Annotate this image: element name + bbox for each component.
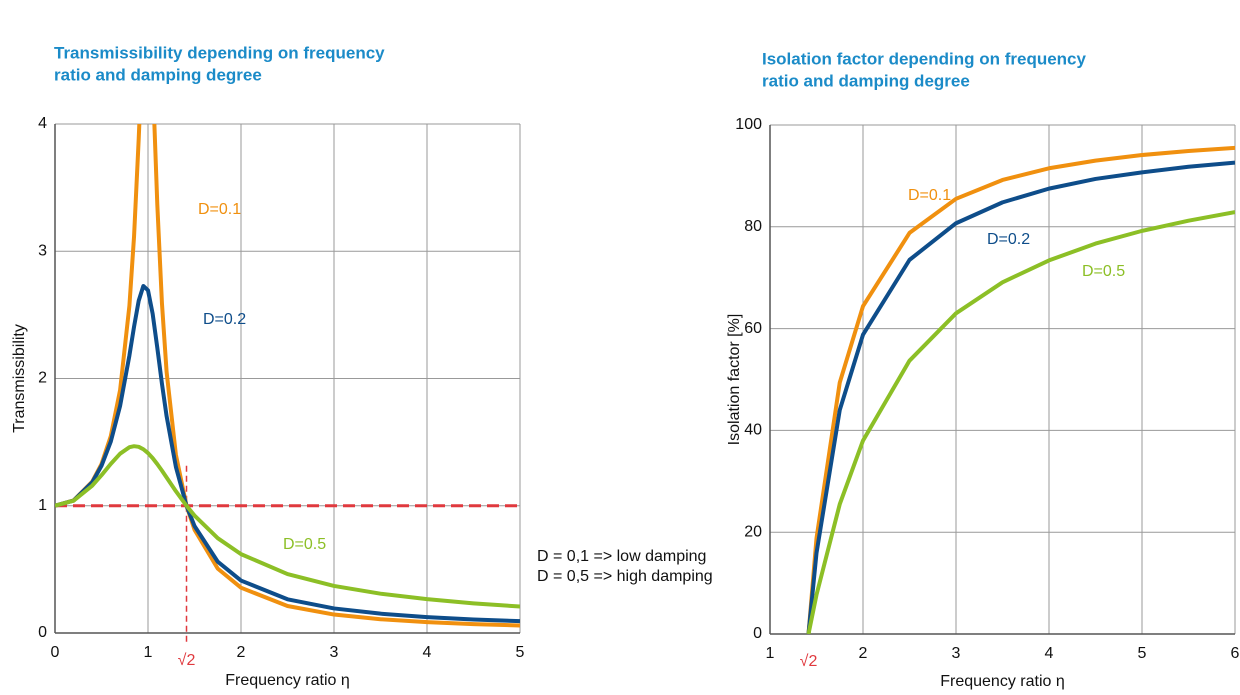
- x-tick-label: 4: [1045, 645, 1054, 662]
- y-tick-label: 40: [744, 422, 762, 439]
- y-axis-label: Transmissibility: [11, 324, 28, 433]
- y-axis-label: Isolation factor [%]: [726, 314, 743, 446]
- y-tick-label: 2: [38, 370, 47, 387]
- x-tick-label: 5: [1138, 645, 1147, 662]
- x-tick-label: 1: [144, 644, 153, 661]
- y-tick-label: 0: [38, 624, 47, 641]
- x-tick-label: 1: [766, 645, 775, 662]
- curve: [806, 145, 1235, 634]
- x-axis-label: Frequency ratio η: [225, 672, 350, 689]
- x-tick-label: 6: [1231, 645, 1240, 662]
- chart-title: ratio and damping degree: [54, 65, 262, 84]
- y-tick-label: 4: [38, 115, 47, 132]
- curve-label: D=0.2: [203, 311, 246, 328]
- curve: [55, 124, 520, 628]
- y-tick-label: 1: [38, 497, 47, 514]
- annotation: D = 0,5 => high damping: [537, 568, 713, 585]
- curve: [55, 283, 520, 624]
- y-tick-label: 20: [744, 523, 762, 540]
- curve-label: D=0.1: [908, 187, 951, 204]
- x-tick-label: 2: [859, 645, 868, 662]
- chart-title: ratio and damping degree: [762, 71, 970, 90]
- y-tick-label: 100: [735, 116, 762, 133]
- curve: [806, 210, 1235, 634]
- x-tick-label: 3: [952, 645, 961, 662]
- curve-label: D=0.5: [1082, 263, 1125, 280]
- x-tick-label: 2: [237, 644, 246, 661]
- x-tick-label: 0: [51, 644, 60, 661]
- reference-label: √2: [800, 653, 818, 670]
- y-tick-label: 60: [744, 320, 762, 337]
- x-tick-label: 5: [516, 644, 525, 661]
- curve-label: D=0.2: [987, 231, 1030, 248]
- curve-label: D=0.1: [198, 201, 241, 218]
- annotation: D = 0,1 => low damping: [537, 548, 706, 565]
- curve: [55, 444, 520, 609]
- reference-label: √2: [178, 652, 196, 669]
- curve: [806, 160, 1235, 634]
- y-tick-label: 0: [753, 625, 762, 642]
- y-tick-label: 80: [744, 218, 762, 235]
- curve-label: D=0.5: [283, 536, 326, 553]
- x-tick-label: 3: [330, 644, 339, 661]
- x-tick-label: 4: [423, 644, 432, 661]
- chart-title: Isolation factor depending on frequency: [762, 49, 1087, 68]
- chart-title: Transmissibility depending on frequency: [54, 43, 385, 62]
- y-tick-label: 3: [38, 242, 47, 259]
- x-axis-label: Frequency ratio η: [940, 673, 1065, 690]
